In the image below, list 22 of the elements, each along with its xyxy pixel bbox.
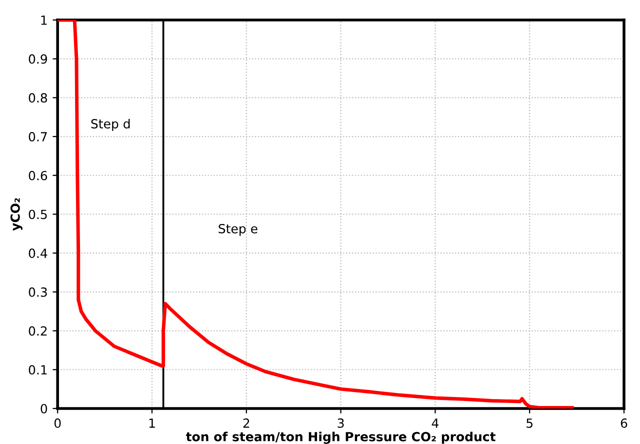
y-axis-title: yCO₂ [10,198,22,231]
x-tick-label: 0 [54,418,61,428]
x-tick-label: 6 [620,418,628,428]
x-tick-label: 3 [338,418,344,428]
annotation: Step e [218,224,258,236]
y-tick-label: 0.1 [28,365,47,375]
x-tick-label: 1 [149,418,155,428]
y-tick-label: 0.7 [28,132,47,142]
y-tick-label: 0.4 [28,248,48,258]
y-tick-label: 0.9 [28,54,47,64]
x-axis-title: ton of steam/ton High Pressure CO₂ product [186,432,496,444]
x-tick-label: 2 [243,418,250,428]
x-tick-label: 4 [432,418,438,428]
y-tick-label: 0 [40,404,48,414]
y-tick-label: 0.6 [28,170,48,180]
y-tick-label: 0.2 [28,326,47,336]
y-tick-label: 0.3 [28,287,47,297]
y-tick-label: 0.8 [28,93,48,103]
x-tick-label: 5 [526,418,532,428]
y-tick-label: 1 [41,16,47,25]
annotation: Step d [91,118,130,131]
y-tick-label: 0.5 [28,210,47,220]
